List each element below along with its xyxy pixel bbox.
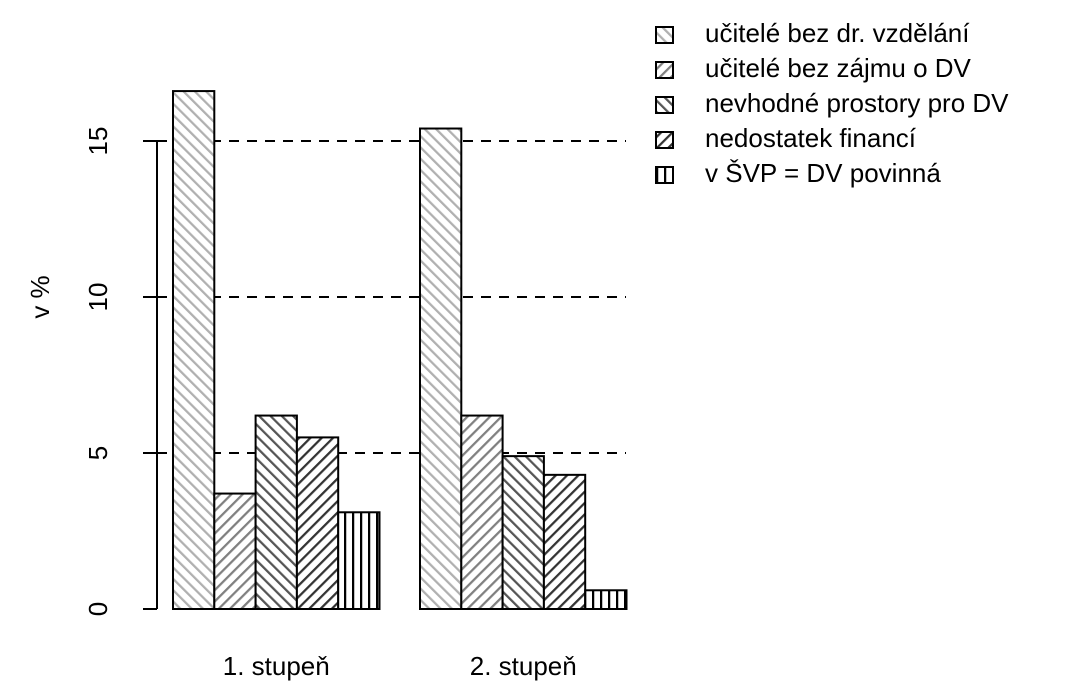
legend-label: nedostatek financí [705, 123, 917, 153]
bar [584, 589, 628, 611]
legend-swatch [655, 96, 674, 114]
x-tick-label: 2. stupeň [470, 651, 577, 681]
legend-swatch [655, 131, 674, 149]
legend-swatch [655, 61, 674, 79]
bar [337, 511, 381, 611]
y-axis-label: v % [25, 275, 55, 318]
legend-label: nevhodné prostory pro DV [705, 88, 1009, 118]
legend-swatch [655, 166, 674, 184]
y-tick-label: 5 [83, 446, 113, 460]
bar [542, 473, 587, 610]
x-tick-label: 1. stupeň [223, 651, 330, 681]
bar [501, 455, 545, 610]
legend-label: učitelé bez dr. vzdělání [705, 18, 970, 48]
y-tick-label: 15 [83, 127, 113, 156]
bar [295, 436, 340, 610]
legend-swatch [655, 26, 674, 44]
bar [172, 90, 216, 610]
bar [419, 127, 463, 611]
bar [254, 414, 298, 610]
legend-label: učitelé bez zájmu o DV [705, 53, 972, 83]
legend-label: v ŠVP = DV povinná [705, 158, 941, 188]
bar [460, 414, 504, 610]
y-tick-label: 0 [83, 602, 113, 616]
y-tick-label: 10 [83, 283, 113, 312]
bar [213, 492, 257, 610]
